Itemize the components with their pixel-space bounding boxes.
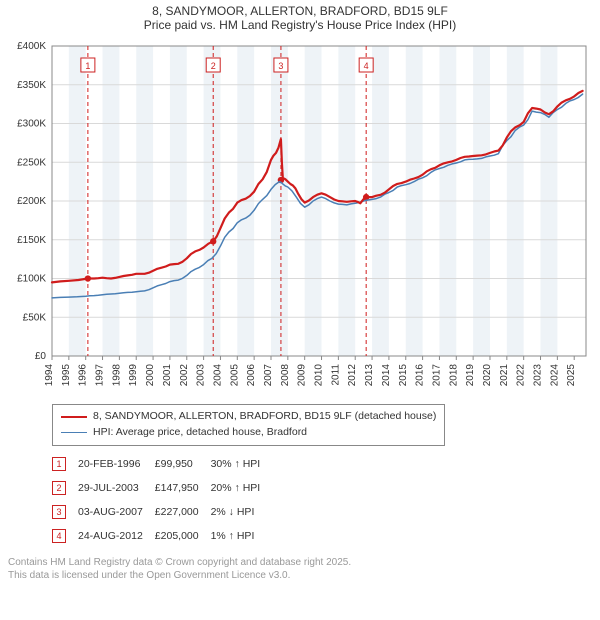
- legend-swatch-hpi: [61, 432, 87, 433]
- svg-text:2003: 2003: [196, 364, 207, 387]
- legend: 8, SANDYMOOR, ALLERTON, BRADFORD, BD15 9…: [52, 404, 445, 446]
- footer-note: Contains HM Land Registry data © Crown c…: [8, 556, 592, 583]
- footer-line1: Contains HM Land Registry data © Crown c…: [8, 556, 592, 570]
- svg-text:£200K: £200K: [17, 196, 46, 207]
- svg-text:£350K: £350K: [17, 80, 46, 91]
- chart-svg: £0 £50K £100K £150K £200K £250K £300K £350K £400…: [8, 38, 592, 398]
- transaction-row: 2 29-JUL-2003£147,95020% ↑ HPI: [52, 476, 272, 500]
- svg-text:2011: 2011: [330, 364, 341, 386]
- svg-text:4: 4: [364, 61, 369, 71]
- svg-text:1994: 1994: [44, 364, 55, 387]
- transactions-table: 1 20-FEB-1996£99,95030% ↑ HPI 2 29-JUL-2003…: [52, 452, 272, 548]
- legend-row-property: 8, SANDYMOOR, ALLERTON, BRADFORD, BD15 9…: [61, 409, 436, 425]
- svg-text:2005: 2005: [229, 364, 240, 387]
- svg-text:1998: 1998: [111, 364, 122, 387]
- chart-container: 8, SANDYMOOR, ALLERTON, BRADFORD, BD15 9…: [0, 0, 600, 587]
- transaction-row: 4 24-AUG-2012£205,0001% ↑ HPI: [52, 524, 272, 548]
- svg-text:2016: 2016: [415, 364, 426, 387]
- marker-badge: 4: [52, 529, 66, 543]
- svg-text:2021: 2021: [499, 364, 510, 387]
- transaction-row: 1 20-FEB-1996£99,95030% ↑ HPI: [52, 452, 272, 476]
- price-chart: £0 £50K £100K £150K £200K £250K £300K £350K £400…: [8, 38, 592, 398]
- svg-text:2009: 2009: [297, 364, 308, 387]
- svg-text:2006: 2006: [246, 364, 257, 387]
- svg-text:2007: 2007: [263, 364, 274, 387]
- svg-text:£150K: £150K: [17, 235, 46, 246]
- svg-text:2023: 2023: [533, 364, 544, 387]
- svg-text:2025: 2025: [566, 364, 577, 387]
- svg-text:2024: 2024: [549, 364, 560, 387]
- title-line1: 8, SANDYMOOR, ALLERTON, BRADFORD, BD15 9…: [8, 4, 592, 18]
- svg-text:2020: 2020: [482, 364, 493, 387]
- svg-text:£0: £0: [35, 351, 47, 362]
- svg-text:£250K: £250K: [17, 157, 46, 168]
- marker-badge: 3: [52, 505, 66, 519]
- svg-text:£300K: £300K: [17, 119, 46, 130]
- legend-swatch-property: [61, 416, 87, 418]
- legend-row-hpi: HPI: Average price, detached house, Brad…: [61, 425, 436, 441]
- transaction-delta: 2% ↓ HPI: [211, 500, 273, 524]
- svg-text:3: 3: [278, 61, 283, 71]
- marker-badge: 1: [52, 457, 66, 471]
- svg-text:£400K: £400K: [17, 41, 46, 52]
- svg-text:2002: 2002: [179, 364, 190, 387]
- legend-label-hpi: HPI: Average price, detached house, Brad…: [93, 425, 307, 441]
- svg-text:2000: 2000: [145, 364, 156, 387]
- svg-text:2017: 2017: [431, 364, 442, 387]
- transaction-price: £205,000: [155, 524, 211, 548]
- transaction-row: 3 03-AUG-2007£227,0002% ↓ HPI: [52, 500, 272, 524]
- svg-text:1997: 1997: [95, 364, 106, 387]
- title-line2: Price paid vs. HM Land Registry's House …: [8, 18, 592, 32]
- transaction-delta: 1% ↑ HPI: [211, 524, 273, 548]
- svg-text:2013: 2013: [364, 364, 375, 387]
- transaction-price: £147,950: [155, 476, 211, 500]
- title-block: 8, SANDYMOOR, ALLERTON, BRADFORD, BD15 9…: [8, 4, 592, 32]
- transaction-price: £227,000: [155, 500, 211, 524]
- transaction-delta: 30% ↑ HPI: [211, 452, 273, 476]
- svg-text:1999: 1999: [128, 364, 139, 387]
- transaction-date: 29-JUL-2003: [78, 476, 155, 500]
- svg-text:1995: 1995: [61, 364, 72, 387]
- svg-text:2012: 2012: [347, 364, 358, 387]
- svg-text:2018: 2018: [448, 364, 459, 387]
- svg-text:2008: 2008: [280, 364, 291, 387]
- transaction-date: 20-FEB-1996: [78, 452, 155, 476]
- svg-text:2001: 2001: [162, 364, 173, 387]
- svg-text:2019: 2019: [465, 364, 476, 387]
- svg-text:2015: 2015: [398, 364, 409, 387]
- legend-label-property: 8, SANDYMOOR, ALLERTON, BRADFORD, BD15 9…: [93, 409, 436, 425]
- transaction-date: 03-AUG-2007: [78, 500, 155, 524]
- transaction-date: 24-AUG-2012: [78, 524, 155, 548]
- svg-text:2010: 2010: [314, 364, 325, 387]
- svg-text:£100K: £100K: [17, 274, 46, 285]
- svg-text:2: 2: [211, 61, 216, 71]
- svg-text:1996: 1996: [78, 364, 89, 387]
- marker-badge: 2: [52, 481, 66, 495]
- svg-text:2022: 2022: [516, 364, 527, 387]
- transaction-price: £99,950: [155, 452, 211, 476]
- svg-text:£50K: £50K: [23, 312, 47, 323]
- svg-text:2014: 2014: [381, 364, 392, 387]
- svg-text:2004: 2004: [212, 364, 223, 387]
- transaction-delta: 20% ↑ HPI: [211, 476, 273, 500]
- svg-text:1: 1: [85, 61, 90, 71]
- footer-line2: This data is licensed under the Open Gov…: [8, 569, 592, 583]
